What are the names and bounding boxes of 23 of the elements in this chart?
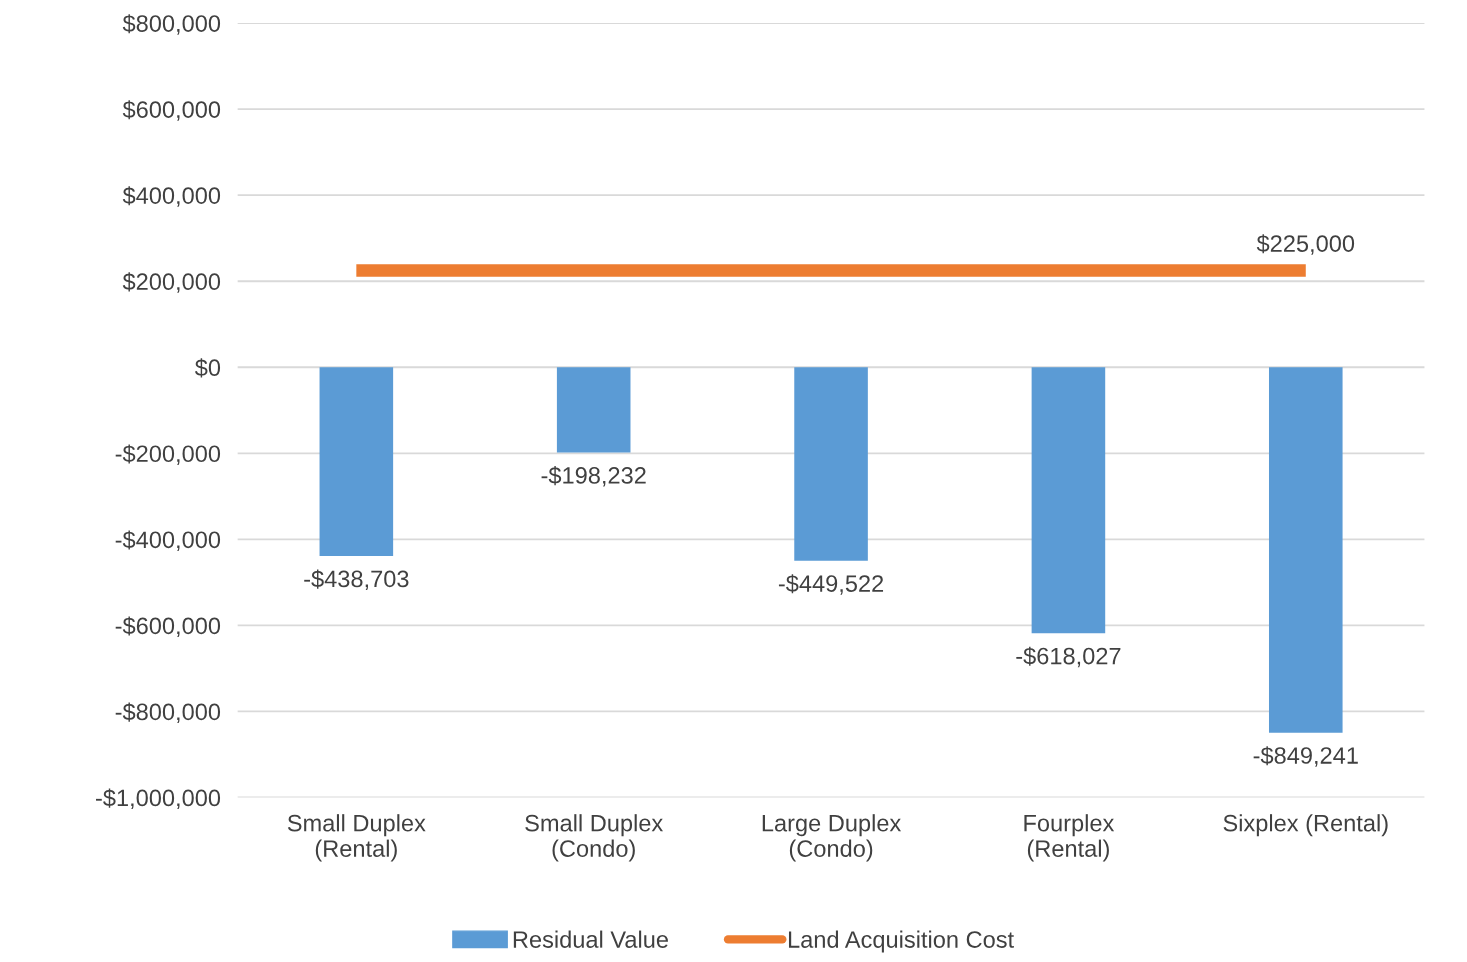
x-tick-label: Sixplex (Rental) — [1223, 814, 1388, 837]
data-label: -$198,232 — [541, 466, 646, 487]
y-tick-label: $800,000 — [122, 14, 221, 35]
y-tick-label: -$600,000 — [115, 616, 221, 637]
y-tick-label: $0 — [194, 358, 221, 378]
data-label: -$438,703 — [304, 569, 409, 591]
data-label: -$849,241 — [1253, 746, 1358, 767]
data-label: -$449,522 — [778, 574, 884, 595]
y-tick-label: -$200,000 — [115, 444, 221, 465]
legend-label: Land Acquisition Cost — [788, 930, 1014, 953]
data-label: -$618,027 — [1016, 646, 1121, 668]
x-tick-label: Small Duplex (Rental) — [287, 814, 426, 862]
x-tick-label: Large Duplex (Condo) — [762, 814, 902, 862]
x-tick-label: Small Duplex (Condo) — [525, 814, 663, 862]
y-tick-label: $600,000 — [122, 100, 221, 121]
y-tick-label: $200,000 — [122, 272, 221, 293]
y-tick-label: -$400,000 — [115, 530, 221, 551]
legend-label: Residual Value — [513, 930, 668, 948]
y-tick-label: $400,000 — [122, 186, 221, 207]
x-tick-label: Fourplex (Rental) — [1024, 814, 1115, 862]
data-label: $225,000 — [1256, 234, 1355, 255]
y-tick-label: -$800,000 — [115, 702, 221, 724]
y-tick-label: -$1,000,000 — [96, 788, 221, 810]
